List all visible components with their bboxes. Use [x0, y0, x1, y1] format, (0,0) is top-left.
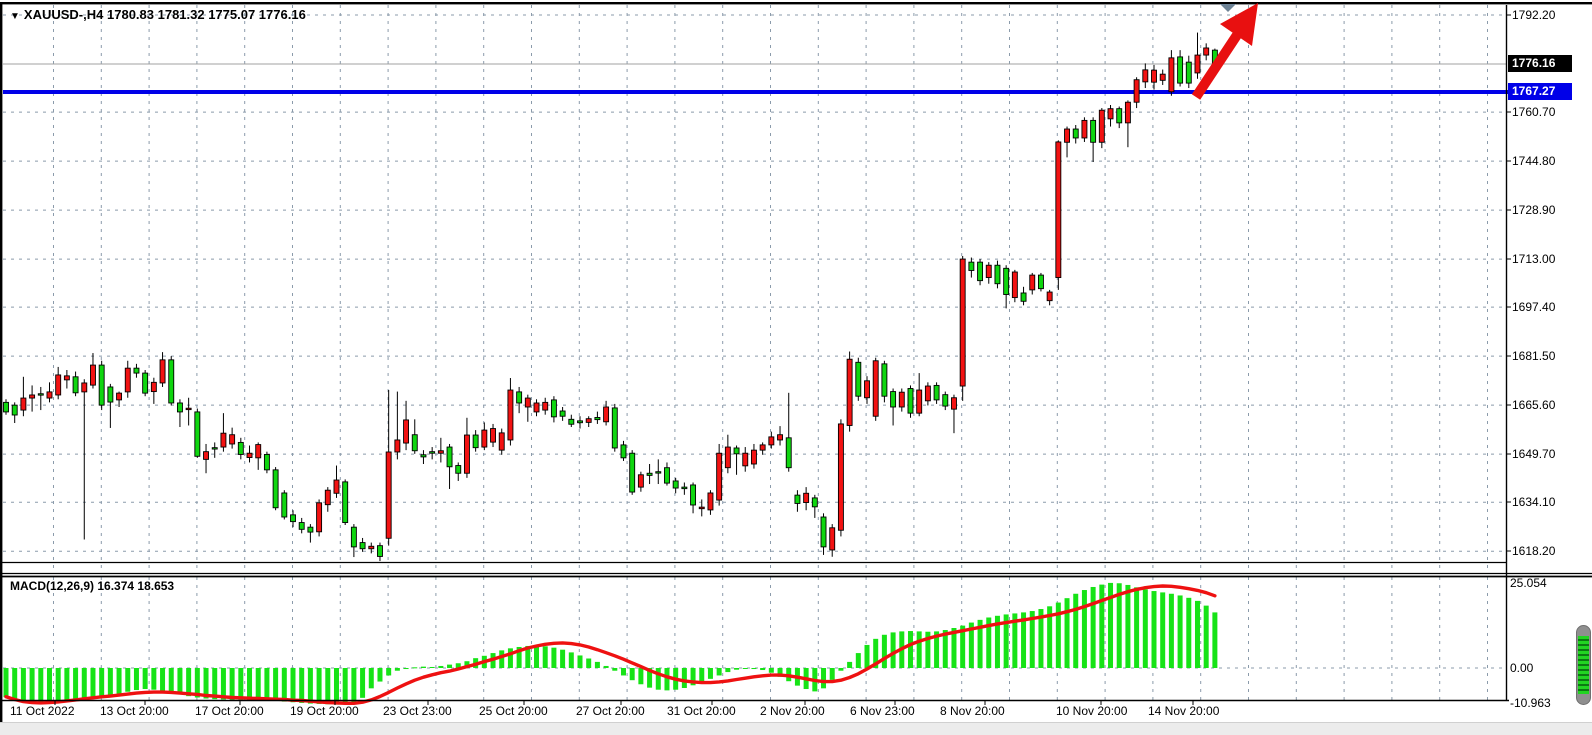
- time-axis-label: 17 Oct 20:00: [195, 704, 264, 718]
- price-axis-label: 1713.00: [1512, 252, 1556, 266]
- time-axis-label: 10 Nov 20:00: [1056, 704, 1128, 718]
- chart-title: ▼ XAUUSD-,H4 1780.83 1781.32 1775.07 1776…: [10, 7, 306, 22]
- time-axis-label: 6 Nov 23:00: [850, 704, 915, 718]
- price-axis-label: 1681.50: [1512, 349, 1556, 363]
- price-axis-label: 1618.20: [1512, 544, 1556, 558]
- time-axis-label: 11 Oct 2022: [10, 704, 75, 718]
- time-axis-label: 2 Nov 20:00: [760, 704, 825, 718]
- macd-zero-label: 0.00: [1510, 661, 1534, 675]
- price-axis-label: 1634.10: [1512, 495, 1556, 509]
- price-axis-label: 1649.70: [1512, 447, 1556, 461]
- macd-indicator-label: MACD(12,26,9) 16.374 18.653: [10, 579, 175, 593]
- macd-max-label: 25.054: [1510, 576, 1547, 590]
- price-axis-label: 1728.90: [1512, 203, 1556, 217]
- vertical-scrollbar-thumb[interactable]: [1576, 625, 1591, 705]
- price-axis-label: 1697.40: [1512, 300, 1556, 314]
- price-axis-label: 1760.70: [1512, 105, 1556, 119]
- window-bottom-strip: [0, 722, 1592, 735]
- ohlc-values: 1780.83 1781.32 1775.07 1776.16: [107, 7, 306, 22]
- macd-min-label: -10.963: [1510, 696, 1551, 710]
- symbol-dropdown-icon[interactable]: ▼: [10, 11, 20, 22]
- price-axis-label: 1665.60: [1512, 398, 1556, 412]
- time-axis-label: 31 Oct 20:00: [667, 704, 736, 718]
- time-axis-label: 25 Oct 20:00: [479, 704, 548, 718]
- price-axis-label: 1792.20: [1512, 8, 1556, 22]
- hline-price-badge[interactable]: 1767.27: [1508, 83, 1572, 100]
- current-price-badge: 1776.16: [1508, 55, 1572, 72]
- price-axis-label: 1744.80: [1512, 154, 1556, 168]
- scrollbar-grip-stripes: [1578, 636, 1589, 694]
- time-axis-label: 27 Oct 20:00: [576, 704, 645, 718]
- time-axis-label: 13 Oct 20:00: [100, 704, 169, 718]
- time-axis-label: 19 Oct 20:00: [290, 704, 359, 718]
- symbol-label: XAUUSD-,H4: [23, 7, 104, 22]
- time-axis-label: 23 Oct 23:00: [383, 704, 452, 718]
- time-axis-label: 8 Nov 20:00: [940, 704, 1005, 718]
- time-axis-label: 14 Nov 20:00: [1148, 704, 1220, 718]
